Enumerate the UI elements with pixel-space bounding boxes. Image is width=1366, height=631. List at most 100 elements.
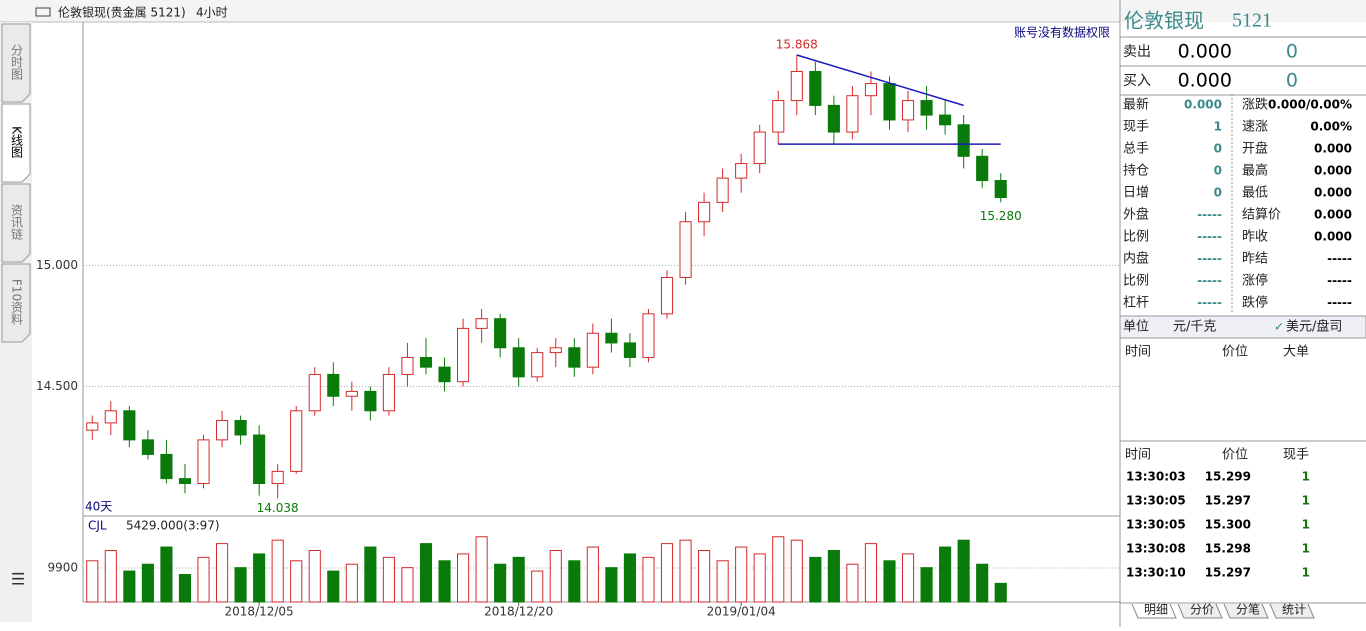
- side-tab-label[interactable]: 分时图: [10, 44, 24, 80]
- candle-body: [531, 352, 544, 378]
- panel-title: 伦敦银现: [1124, 9, 1204, 33]
- stat-value: 0.000/0.00%: [1268, 98, 1352, 112]
- symbol[interactable]: 伦敦银现(贵金属 5121): [58, 5, 186, 20]
- volume-bar: [494, 563, 507, 603]
- stat-label: 比例: [1123, 230, 1149, 245]
- bottom-tab-label[interactable]: 分笔: [1236, 602, 1260, 617]
- stat-value: 0: [1214, 186, 1222, 200]
- candle-body: [883, 83, 896, 121]
- side-tab[interactable]: [1, 183, 31, 263]
- trade-price: 15.298: [1205, 542, 1251, 556]
- volume-bar: [568, 560, 581, 603]
- candle-body: [290, 410, 303, 472]
- stat-label: 速涨: [1242, 120, 1268, 135]
- unit-text[interactable]: 元/千克: [1173, 320, 1216, 335]
- volume-label[interactable]: CJL: [88, 519, 107, 533]
- side-tab[interactable]: [1, 103, 31, 183]
- candle-body: [104, 410, 117, 424]
- bottom-tab[interactable]: [1177, 603, 1223, 619]
- volume-bar: [716, 560, 729, 603]
- quote-price: 0.000: [1178, 70, 1232, 92]
- notice: 账号没有数据权限: [1014, 25, 1110, 40]
- volume-bar: [197, 556, 210, 603]
- high-label: 15.868: [776, 37, 818, 51]
- stat-label: 最新: [1123, 97, 1149, 113]
- trade-price: 15.297: [1205, 494, 1251, 508]
- volume-bar: [104, 549, 117, 603]
- stat-label: 昨收: [1242, 230, 1268, 245]
- link-icon[interactable]: [35, 7, 51, 17]
- candle-body: [345, 390, 358, 397]
- trade-volume: 1: [1302, 518, 1310, 532]
- volume-bar: [512, 556, 525, 603]
- stat-value: -----: [1327, 252, 1352, 266]
- volume-bar: [864, 543, 878, 603]
- candle-body: [308, 373, 321, 412]
- y-tick-label: 14.500: [36, 379, 78, 393]
- volume-bar: [735, 546, 748, 603]
- volume-bar: [642, 556, 655, 603]
- candle-body: [846, 95, 859, 133]
- list-header: 现手: [1283, 448, 1309, 463]
- stat-value: 0.000: [1314, 208, 1352, 222]
- side-tab-label[interactable]: K线图: [10, 126, 24, 158]
- candle-body: [327, 373, 340, 397]
- trade-volume: 1: [1302, 566, 1310, 580]
- side-tab[interactable]: [1, 263, 31, 343]
- trade-volume: 1: [1302, 470, 1310, 484]
- stat-value: 0.000: [1314, 230, 1352, 244]
- stat-value: -----: [1197, 274, 1222, 288]
- side-tab[interactable]: [1, 23, 31, 103]
- period[interactable]: 4小时: [196, 6, 228, 20]
- volume-bar: [345, 563, 358, 603]
- side-tab-label[interactable]: F10资料: [10, 279, 24, 325]
- side-tab-label[interactable]: 资讯链: [10, 204, 24, 240]
- bottom-tab-label[interactable]: 统计: [1282, 603, 1306, 617]
- candle-body: [253, 434, 266, 484]
- volume-bar: [753, 553, 766, 603]
- stat-value: 0.000: [1314, 186, 1352, 200]
- list-header: 价位: [1222, 448, 1248, 463]
- bottom-tab-label[interactable]: 分价: [1190, 603, 1214, 617]
- menu-icon[interactable]: ☰: [11, 570, 25, 589]
- stat-value: -----: [1327, 296, 1352, 310]
- unit-text[interactable]: 美元/盘司: [1286, 319, 1342, 335]
- volume-bar: [698, 549, 711, 603]
- bottom-tab[interactable]: [1131, 603, 1177, 619]
- list-header: 价位: [1222, 345, 1248, 360]
- trade-volume: 1: [1302, 542, 1310, 556]
- x-tick-label: 2018/12/05: [225, 605, 294, 619]
- resistance-line: [796, 54, 964, 107]
- candle-body: [457, 327, 470, 383]
- volume-bar: [253, 553, 266, 603]
- candle-body: [568, 347, 581, 368]
- volume-bar: [86, 560, 99, 603]
- candle-body: [660, 276, 674, 315]
- candle-body: [772, 100, 785, 133]
- volume-bar: [141, 563, 154, 603]
- volume-bar: [901, 553, 915, 603]
- volume-bar: [234, 567, 247, 603]
- quote-volume: 0: [1286, 70, 1298, 92]
- quote-label: 卖出: [1123, 44, 1151, 60]
- list-header: 时间: [1125, 345, 1151, 360]
- stat-value: 0.000: [1314, 164, 1352, 178]
- bottom-tab[interactable]: [1269, 603, 1315, 619]
- stat-label: 持仓: [1123, 164, 1149, 179]
- unit-text: 单位: [1123, 320, 1149, 335]
- stat-value: 1: [1214, 120, 1222, 134]
- volume-bar: [327, 570, 340, 603]
- stat-label: 最低: [1242, 186, 1268, 201]
- volume-bar: [160, 546, 173, 603]
- candle-body: [605, 332, 618, 344]
- bottom-tab-label[interactable]: 明细: [1144, 603, 1168, 617]
- candle-body: [382, 373, 395, 412]
- volume-bar: [549, 549, 562, 603]
- candle-body: [401, 356, 414, 375]
- bottom-tab[interactable]: [1223, 603, 1269, 619]
- candle-body: [864, 83, 878, 97]
- volume-bar: [920, 567, 933, 603]
- volume-bar: [772, 536, 785, 603]
